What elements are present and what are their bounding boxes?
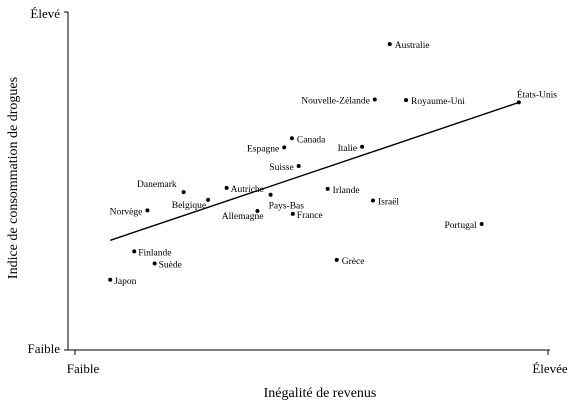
y-tick-label-low: Faible bbox=[28, 341, 61, 356]
point-autriche bbox=[224, 185, 229, 190]
point-label-belgique: Belgique bbox=[172, 201, 206, 211]
trend-line bbox=[110, 101, 520, 241]
point-canada bbox=[289, 136, 294, 141]
point-label-nouvelle-zelande: Nouvelle-Zélande bbox=[301, 97, 370, 107]
point-norvege bbox=[145, 208, 150, 213]
point-label-australie: Australie bbox=[395, 41, 430, 51]
y-tick-label-high: Élevé bbox=[30, 6, 60, 21]
point-label-israel: Israël bbox=[378, 198, 399, 208]
point-etats-unis bbox=[516, 100, 521, 105]
point-label-royaume-uni: Royaume-Uni bbox=[411, 97, 465, 107]
point-grece bbox=[334, 257, 339, 262]
point-label-suede: Suède bbox=[159, 260, 182, 270]
x-tick-label-high: Élevée bbox=[532, 361, 568, 376]
point-belgique bbox=[206, 197, 211, 202]
point-label-italie: Italie bbox=[338, 144, 358, 154]
point-label-canada: Canada bbox=[297, 135, 326, 145]
point-italie bbox=[360, 144, 365, 149]
point-royaume-uni bbox=[404, 98, 409, 103]
point-japon bbox=[108, 277, 113, 282]
point-finlande bbox=[132, 249, 137, 254]
point-france bbox=[290, 211, 295, 216]
point-australie bbox=[387, 42, 392, 47]
point-espagne bbox=[282, 145, 287, 150]
axes bbox=[67, 12, 550, 351]
point-portugal bbox=[479, 222, 484, 227]
point-suede bbox=[152, 261, 157, 266]
point-label-allemagne: Allemagne bbox=[222, 212, 264, 222]
point-label-grece: Grèce bbox=[342, 257, 365, 267]
point-label-irlande: Irlande bbox=[333, 186, 360, 196]
y-axis-label: Indice de consommation de drogues bbox=[6, 77, 21, 279]
axis-ticks: Élevé Faible Faible Élevée bbox=[28, 6, 568, 376]
point-label-espagne: Espagne bbox=[247, 144, 279, 154]
point-danemark bbox=[181, 190, 186, 195]
point-label-pays-bas: Pays-Bas bbox=[269, 202, 305, 212]
point-pays-bas bbox=[268, 192, 273, 197]
point-israel bbox=[370, 198, 375, 203]
point-label-norvege: Norvège bbox=[110, 207, 143, 217]
point-label-portugal: Portugal bbox=[444, 221, 477, 231]
point-label-danemark: Danemark bbox=[137, 180, 177, 190]
x-tick-label-low: Faible bbox=[67, 361, 100, 376]
point-label-japon: Japon bbox=[114, 277, 136, 287]
point-label-france: France bbox=[297, 211, 323, 221]
point-label-etats-unis: États-Unis bbox=[517, 88, 557, 100]
point-nouvelle-zelande bbox=[372, 97, 377, 102]
point-label-autriche: Autriche bbox=[231, 185, 264, 195]
point-irlande bbox=[325, 186, 330, 191]
point-allemagne bbox=[255, 208, 260, 213]
point-suisse bbox=[296, 164, 301, 169]
x-axis-label: Inégalité de revenus bbox=[264, 386, 377, 401]
point-label-finlande: Finlande bbox=[138, 248, 171, 258]
data-points: Australie Nouvelle-Zélande Royaume-Uni État… bbox=[108, 41, 557, 287]
point-label-suisse: Suisse bbox=[269, 163, 293, 173]
